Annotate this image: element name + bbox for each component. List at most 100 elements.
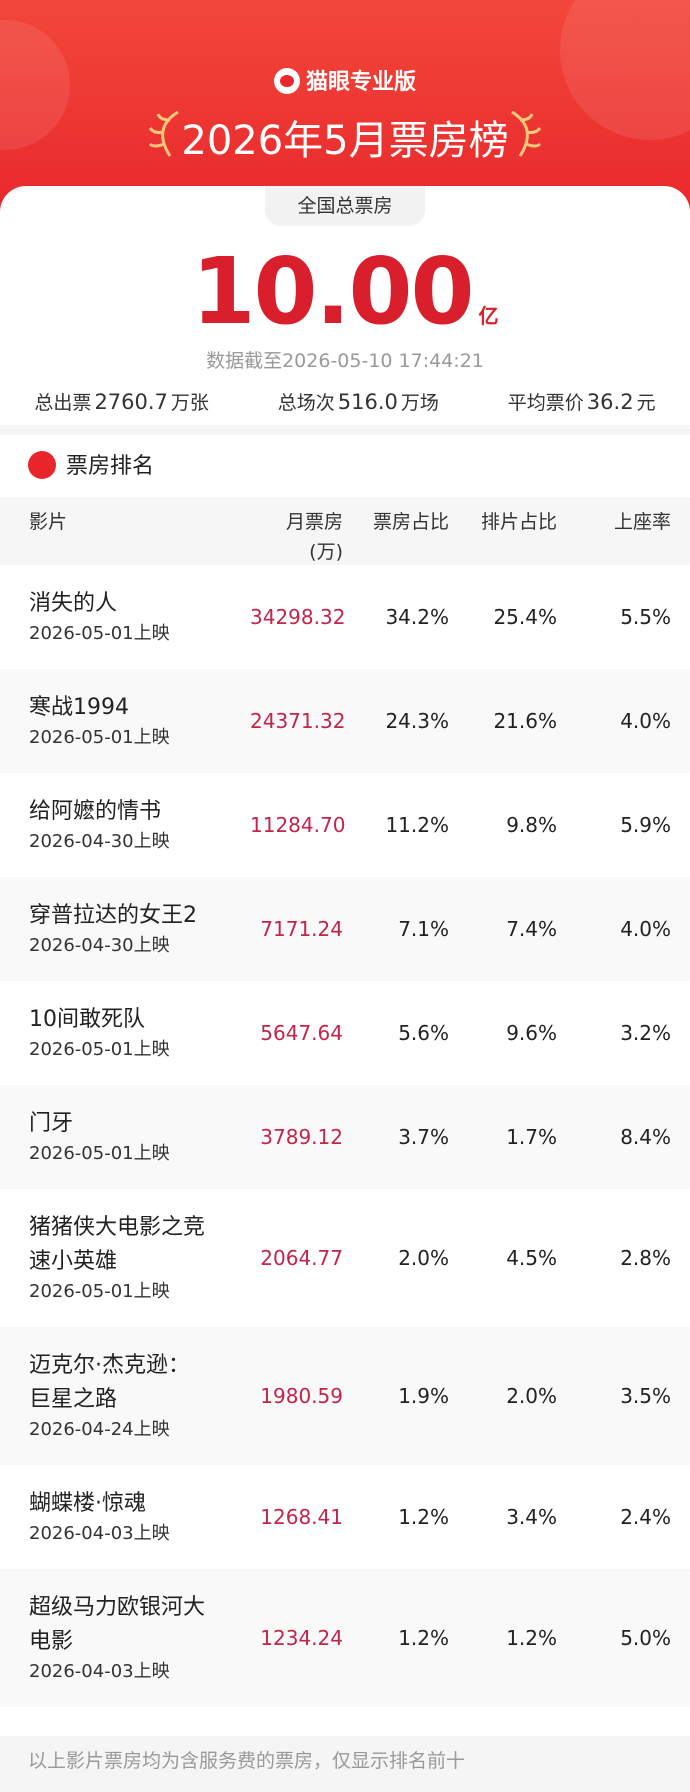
column-header: 影片 — [29, 511, 68, 533]
movie-name: 迈克尔·杰克逊：巨星之路 — [29, 1353, 190, 1412]
column-header: 排片占比 — [480, 511, 557, 533]
column-header: 上座率 — [613, 511, 671, 533]
movie-name: 门牙 — [29, 1111, 74, 1136]
movie-row: 迈克尔·杰克逊：巨星之路 2026-04-24上映 1980.59 1.9% 2.0% 3… — [0, 1327, 690, 1465]
schedule-share: 21.6% — [493, 709, 557, 733]
box-office: 11284.70 — [250, 813, 346, 837]
occupancy: 3.2% — [620, 1021, 671, 1045]
release-date: 2026-05-01上映 — [29, 623, 170, 644]
movie-row: 给阿嬷的情书 2026-04-30上映 11284.70 11.2% 9.8% 5.9% — [0, 773, 690, 877]
movie-cell: 穿普拉达的女王2 2026-04-30上映 — [29, 899, 250, 959]
movie-row: 10间敢死队 2026-05-01上映 5647.64 5.6% 9.6% 3.2% — [0, 981, 690, 1085]
box-office: 7171.24 — [260, 917, 343, 941]
occupancy: 3.5% — [620, 1384, 671, 1408]
timestamp: 数据截至2026-05-10 17:44:21 — [206, 350, 484, 372]
stat-label: 总出票 — [34, 392, 92, 414]
stat-label: 总场次 — [277, 392, 335, 414]
movie-name: 10间敢死队 — [29, 1007, 145, 1032]
stat: 总出票 2760.7 万张 — [34, 388, 209, 415]
brand: 猫眼专业版 — [0, 64, 690, 96]
stat-value: 516.0 — [337, 390, 398, 414]
movie-row: 猪猪侠大电影之竞速小英雄 2026-05-01上映 2064.77 2.0% 4.5% 2… — [0, 1189, 690, 1327]
movie-name: 消失的人 — [29, 591, 118, 616]
logo — [28, 451, 56, 479]
movie-cell: 消失的人 2026-05-01上映 — [29, 587, 250, 647]
movie-row: 穿普拉达的女王2 2026-04-30上映 7171.24 7.1% 7.4% 4.0% — [0, 877, 690, 981]
stat-unit: 万场 — [400, 392, 439, 414]
movie-row: 寒战1994 2026-05-01上映 24371.32 24.3% 21.6% 4.0% — [0, 669, 690, 773]
ranking-title-text: 票房排名 — [66, 454, 155, 479]
movie-row: 蝴蝶楼·惊魂 2026-04-03上映 1268.41 1.2% 3.4% 2.4% — [0, 1465, 690, 1569]
release-date: 2026-05-01上映 — [29, 1281, 170, 1302]
box-office: 5647.64 — [260, 1021, 343, 1045]
release-date: 2026-05-01上映 — [29, 1143, 170, 1164]
release-date: 2026-04-24上映 — [29, 1419, 170, 1440]
movie-cell: 10间敢死队 2026-05-01上映 — [29, 1003, 250, 1063]
box-share: 7.1% — [398, 917, 449, 941]
column-header: 月票房 (万) — [285, 511, 343, 563]
movie-cell: 蝴蝶楼·惊魂 2026-04-03上映 — [29, 1487, 250, 1547]
box-office: 1980.59 — [260, 1384, 343, 1408]
movie-name: 给阿嬷的情书 — [29, 799, 162, 824]
occupancy: 8.4% — [620, 1125, 671, 1149]
separator — [0, 425, 690, 435]
stat-unit: 万张 — [170, 392, 209, 414]
stat-label: 平均票价 — [507, 392, 584, 414]
movie-name: 超级马力欧银河大电影 — [29, 1595, 206, 1654]
content-card: 全国总票房 10.00 亿 数据截至2026-05-10 17:44:21 总出票… — [0, 186, 690, 1792]
total-value: 10.00 — [191, 238, 474, 345]
stat-unit: 元 — [636, 392, 656, 414]
movie-cell: 超级马力欧银河大电影 2026-04-03上映 — [29, 1591, 250, 1685]
box-office: 2064.77 — [260, 1246, 343, 1270]
box-office: 1234.24 — [260, 1626, 343, 1650]
schedule-share: 1.2% — [506, 1626, 557, 1650]
release-date: 2026-04-03上映 — [29, 1661, 170, 1682]
laurel-left — [148, 110, 179, 157]
stats: 总出票 2760.7 万张 总场次 516.0 万场 平均票价 36.2 元 — [0, 388, 690, 415]
page-title: 2026年5月票房榜 — [181, 118, 509, 164]
release-date: 2026-04-30上映 — [29, 935, 170, 956]
stat-value: 36.2 — [586, 390, 634, 414]
table-header: 影片 月票房 (万) 票房占比 排片占比 上座率 — [0, 497, 690, 565]
schedule-share: 1.7% — [506, 1125, 557, 1149]
stat: 平均票价 36.2 元 — [508, 388, 656, 415]
schedule-share: 9.8% — [506, 813, 557, 837]
box-share: 11.2% — [385, 813, 449, 837]
release-date: 2026-04-03上映 — [29, 1523, 170, 1544]
total-unit: 亿 — [478, 304, 499, 328]
schedule-share: 25.4% — [493, 605, 557, 629]
movie-cell: 给阿嬷的情书 2026-04-30上映 — [29, 795, 250, 855]
laurel-right — [511, 110, 542, 157]
box-office: 3789.12 — [260, 1125, 343, 1149]
footer-note: 以上影片票房均为含服务费的票房，仅显示排名前十 — [0, 1736, 690, 1792]
box-share: 2.0% — [398, 1246, 449, 1270]
movie-name: 蝴蝶楼·惊魂 — [29, 1491, 146, 1516]
box-share: 34.2% — [385, 605, 449, 629]
box-share: 24.3% — [385, 709, 449, 733]
movie-cell: 门牙 2026-05-01上映 — [29, 1107, 250, 1167]
box-office: 1268.41 — [260, 1505, 343, 1529]
occupancy: 5.9% — [620, 813, 671, 837]
ranking-title: 票房排名 — [28, 448, 154, 480]
box-office: 24371.32 — [250, 709, 346, 733]
box-share: 1.2% — [398, 1626, 449, 1650]
occupancy: 5.0% — [620, 1626, 671, 1650]
movie-cell: 猪猪侠大电影之竞速小英雄 2026-05-01上映 — [29, 1211, 250, 1305]
logo — [273, 68, 300, 94]
occupancy: 4.0% — [620, 917, 671, 941]
box-share: 3.7% — [398, 1125, 449, 1149]
brand-text: 猫眼专业版 — [305, 70, 416, 95]
movie-row: 门牙 2026-05-01上映 3789.12 3.7% 1.7% 8.4% — [0, 1085, 690, 1189]
total-box-office: 10.00 亿 — [0, 238, 690, 345]
ranking-table: 影片 月票房 (万) 票房占比 排片占比 上座率 消失的人 2026-05-01上映 3429… — [0, 497, 690, 1707]
occupancy: 2.8% — [620, 1246, 671, 1270]
movie-name: 寒战1994 — [29, 695, 129, 720]
occupancy: 5.5% — [620, 605, 671, 629]
occupancy: 2.4% — [620, 1505, 671, 1529]
release-date: 2026-05-01上映 — [29, 1039, 170, 1060]
movie-name: 猪猪侠大电影之竞速小英雄 — [29, 1215, 206, 1274]
box-share: 1.2% — [398, 1505, 449, 1529]
stat-value: 2760.7 — [94, 390, 168, 414]
stat: 总场次 516.0 万场 — [278, 388, 439, 415]
